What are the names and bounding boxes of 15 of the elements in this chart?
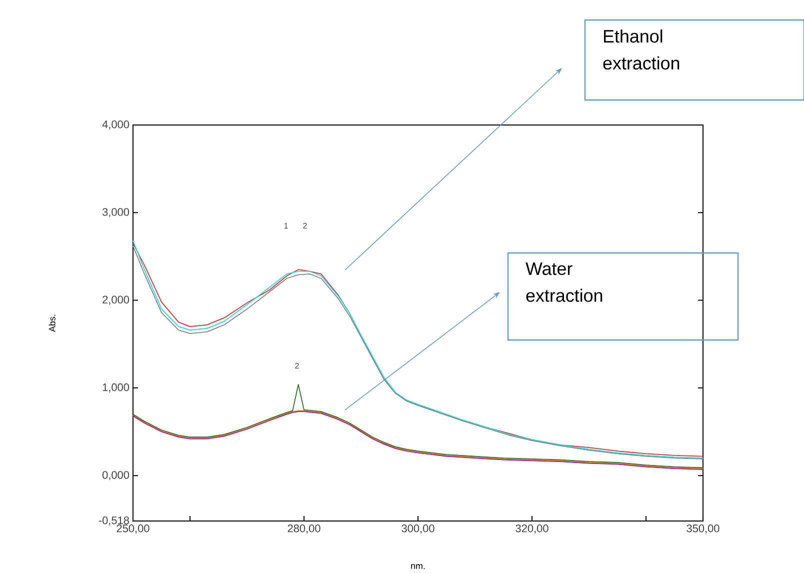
x-tick-label: 350,00: [686, 524, 720, 534]
x-tick-label: 250,00: [116, 524, 150, 534]
y-tick-label: -0,518: [98, 516, 129, 526]
y-tick-label: 4,000: [102, 120, 130, 130]
annotation: Water extraction: [526, 262, 602, 302]
y-axis-title: Abs.: [48, 314, 56, 332]
x-tick-label: 300,00: [402, 524, 434, 534]
text: Ethanol extraction: [603, 30, 680, 70]
x-tick-label: 320,00: [516, 524, 548, 534]
x-tick-label: 280,00: [288, 524, 320, 534]
y-tick-label: 1,000: [102, 383, 130, 392]
y-tick-label: 0,000: [102, 471, 130, 480]
x-axis-title: nm.: [411, 564, 425, 569]
y-tick-label: 3,000: [102, 208, 130, 218]
y-tick-label: 2,000: [102, 296, 130, 305]
